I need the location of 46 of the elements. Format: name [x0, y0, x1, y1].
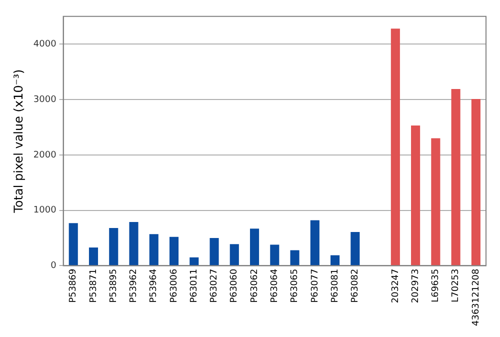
x-tick-label: P53869: [68, 268, 79, 303]
x-tick-label: 4363121208: [471, 268, 482, 326]
bar: [270, 244, 280, 266]
bar: [431, 138, 440, 266]
y-tick-label: 2000: [33, 150, 57, 160]
bar: [129, 222, 138, 266]
y-axis-title: Total pixel value (x10⁻³): [11, 69, 26, 214]
x-tick-label: P63006: [169, 268, 180, 303]
x-tick-label: 203247: [390, 268, 401, 304]
bar: [310, 220, 320, 266]
bar: [68, 223, 78, 266]
x-tick-label: P63077: [310, 268, 320, 303]
bar: [290, 250, 300, 266]
x-tick-label: P63064: [270, 268, 280, 303]
bar: [109, 228, 118, 266]
bar: [471, 98, 480, 266]
bar: [250, 228, 260, 266]
x-tick-label: P53871: [88, 268, 99, 303]
bar: [451, 88, 460, 266]
bar: [169, 236, 179, 266]
x-tick-label: P63062: [250, 268, 260, 303]
bar: [350, 232, 360, 266]
y-tick-label: 1000: [33, 206, 57, 216]
bar: [210, 238, 219, 266]
x-tick-label: P63081: [330, 268, 340, 303]
x-tick-label: L70253: [451, 268, 462, 302]
bar: [190, 257, 199, 266]
bar: [390, 28, 400, 266]
x-tick-label: P63060: [230, 268, 240, 303]
x-tick-label: P63027: [210, 268, 220, 303]
x-tick-label: P63082: [350, 268, 361, 303]
bar: [149, 234, 158, 266]
bar: [411, 126, 420, 266]
x-tick-label: P63065: [290, 268, 300, 303]
x-tick-label: P53962: [129, 268, 140, 303]
x-tick-label: P53964: [149, 268, 160, 303]
bar: [88, 247, 98, 266]
x-tick-label: P63011: [189, 268, 200, 303]
x-tick-label: 202973: [410, 268, 421, 304]
x-tick-label: P53895: [108, 268, 119, 303]
y-tick-label: 3000: [33, 94, 57, 105]
y-tick-label: 0: [50, 261, 57, 272]
y-tick-label: 4000: [33, 39, 57, 50]
bar: [230, 244, 239, 266]
bar: [330, 255, 340, 266]
x-tick-label: L69635: [431, 268, 442, 302]
